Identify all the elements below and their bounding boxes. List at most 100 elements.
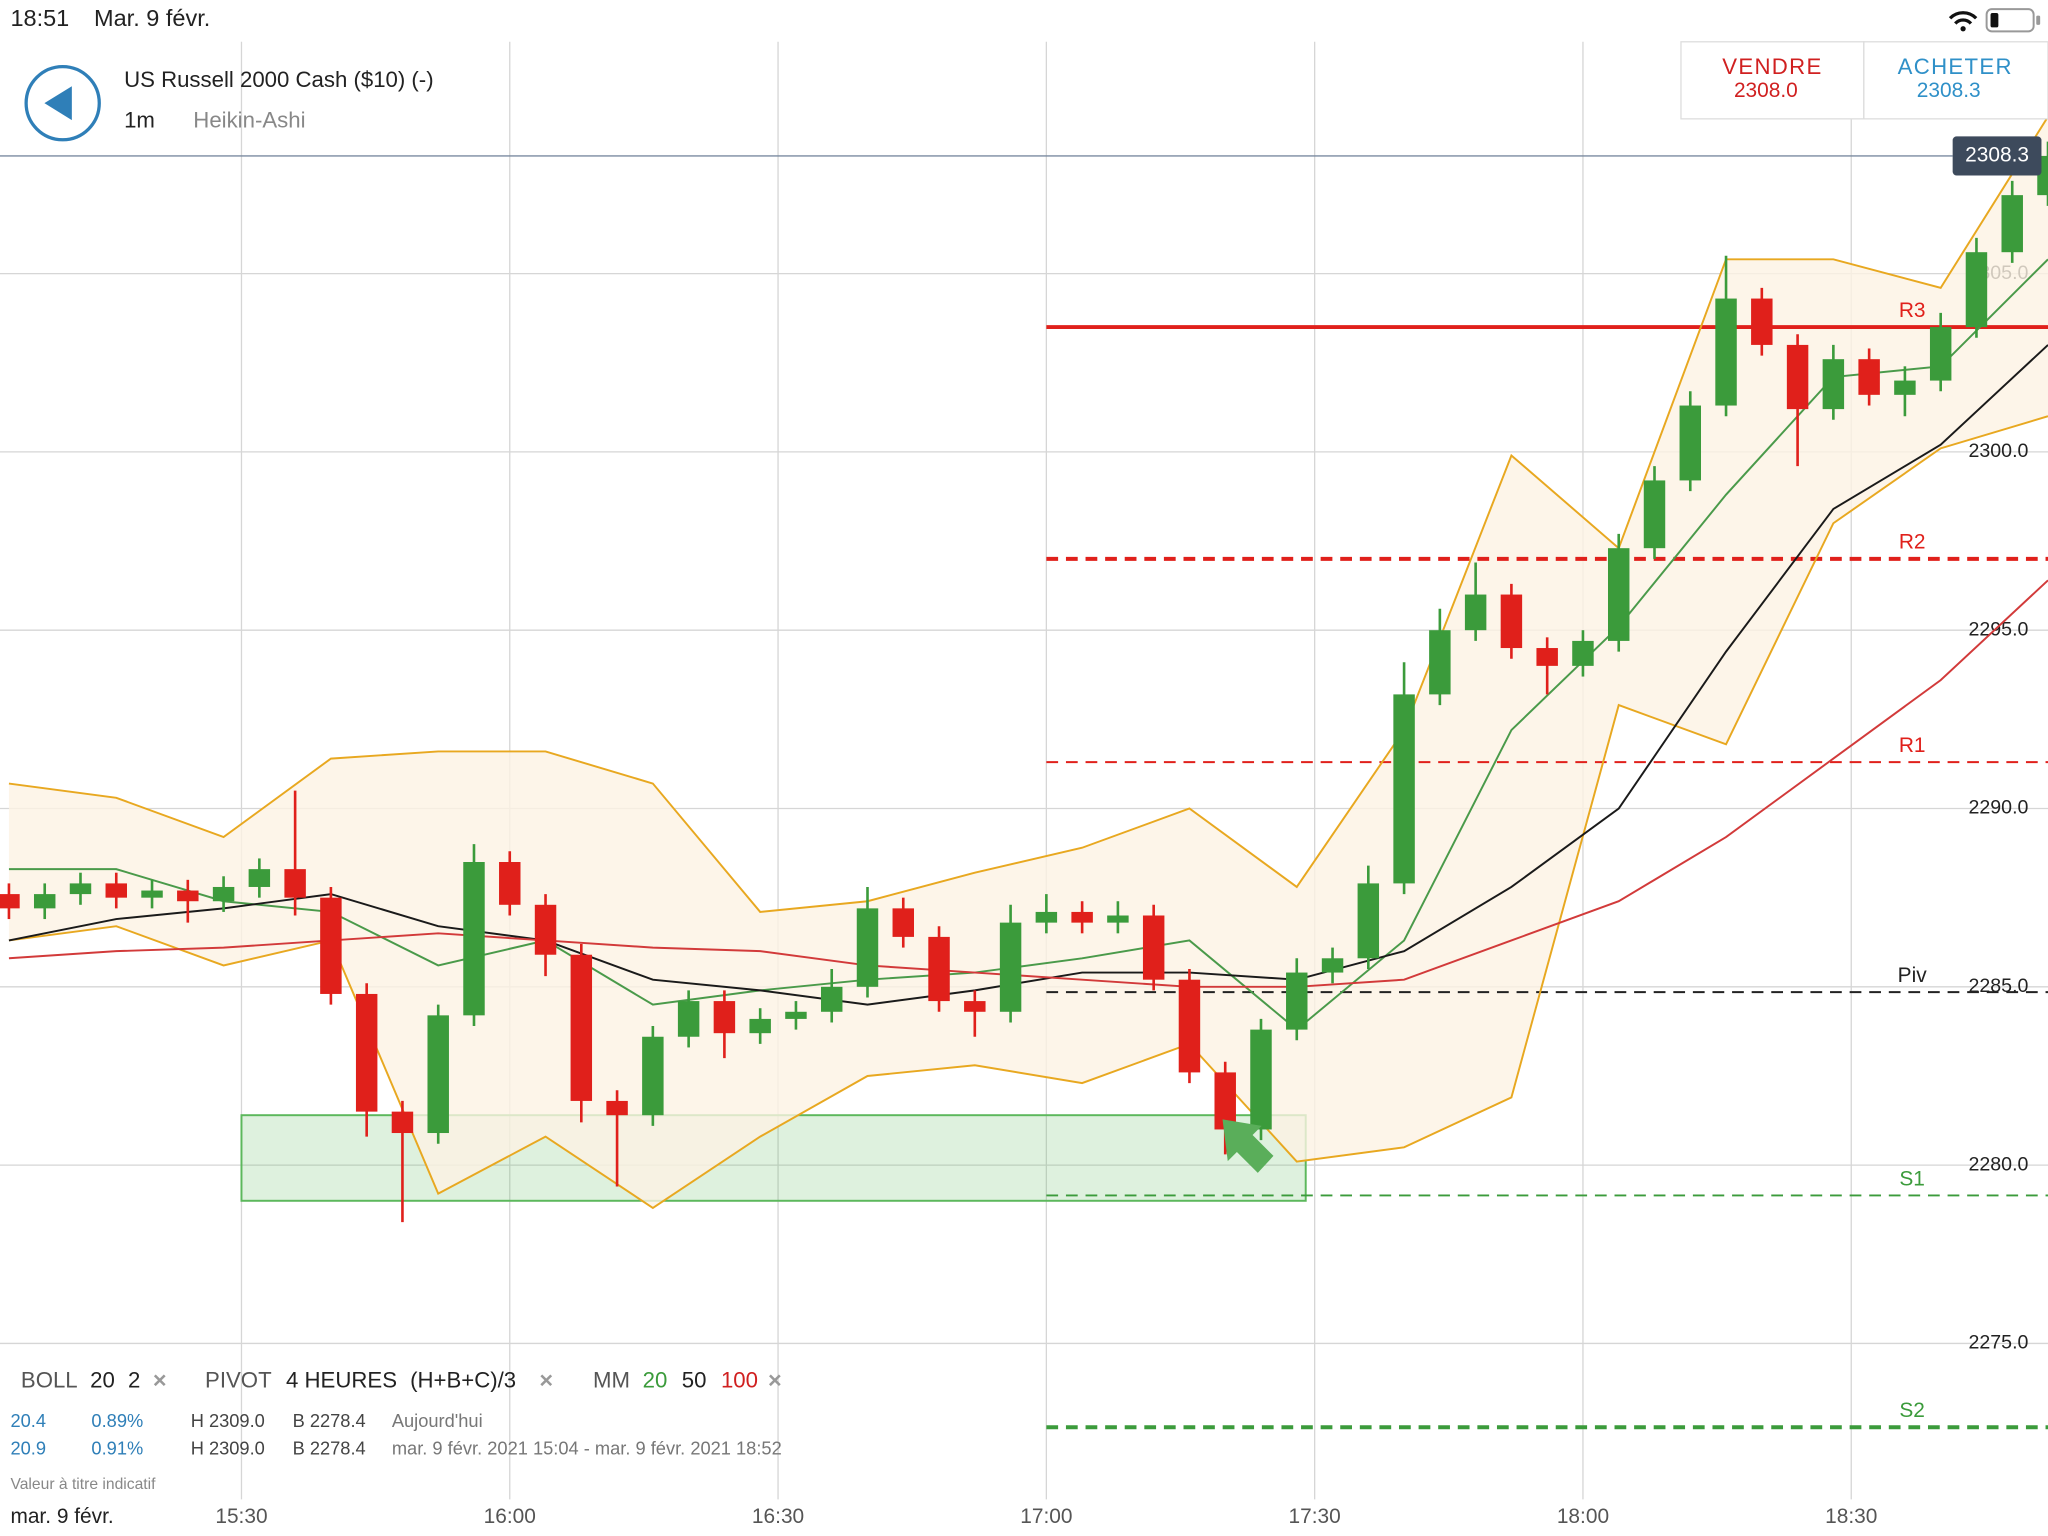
info-rows: 20.4 0.89% H 2309.0 B 2278.4 Aujourd'hui… [10, 1410, 781, 1493]
indicator-line [8, 579, 2048, 988]
instrument-name: US Russell 2000 Cash ($10) (-) [124, 67, 434, 92]
remove-pivot[interactable]: × [539, 1367, 553, 1393]
candle-body [248, 869, 271, 887]
x-tick-label: 17:30 [1289, 1505, 1341, 1528]
bollinger-band-fill [8, 116, 2048, 1208]
y-tick-label: 2295.0 [1969, 618, 2029, 640]
buy-price: 2308.3 [1917, 79, 1981, 102]
candle-body [1035, 911, 1058, 923]
candle-body [1894, 380, 1916, 395]
info-value: 20.4 [10, 1410, 46, 1431]
x-tick-label: 17:00 [1020, 1505, 1072, 1528]
mm-period: 100 [721, 1368, 758, 1393]
mm-label: MM [593, 1368, 630, 1393]
candle-body [1500, 594, 1523, 649]
remove-mm[interactable]: × [768, 1367, 782, 1393]
candle-body [1786, 344, 1809, 410]
candle-body [892, 908, 914, 937]
mm-period: 20 [643, 1368, 668, 1393]
candle-body [820, 986, 843, 1012]
candle-body [1107, 915, 1129, 923]
back-button[interactable] [24, 64, 101, 142]
sell-button[interactable]: VENDRE 2308.0 [1680, 41, 1865, 120]
candle-body [2037, 155, 2048, 196]
candle-body [999, 922, 1022, 1012]
candle-body [463, 862, 485, 1016]
indicator-line [8, 415, 2048, 1210]
candle-body [355, 993, 378, 1112]
candle-body [2001, 195, 2023, 253]
x-tick-label: 18:00 [1557, 1505, 1609, 1528]
last-price-label: 2308.3 [1965, 143, 2029, 166]
candle-body [785, 1011, 807, 1019]
candle-body [749, 1018, 771, 1034]
pivot-label: R2 [1899, 531, 1926, 554]
candle-body [1679, 405, 1702, 481]
candle-body [212, 886, 235, 902]
candle-body [0, 894, 20, 909]
plot-layer: 2275.02280.02285.02290.02295.02300.02305… [0, 116, 2048, 1528]
info-low: B 2278.4 [293, 1410, 366, 1431]
candle-body [284, 869, 306, 898]
boll-deviation: 2 [128, 1368, 140, 1393]
candle-body [964, 1001, 986, 1012]
candle-body [177, 890, 199, 902]
candle-body [677, 1001, 700, 1037]
candle-body [33, 894, 56, 909]
candle-body [105, 883, 127, 898]
candle-body [141, 890, 163, 898]
candle-body [534, 904, 557, 955]
date-label: mar. 9 févr. [10, 1505, 113, 1528]
buy-button[interactable]: ACHETER 2308.3 [1863, 41, 2048, 120]
pivot-label: Piv [1898, 964, 1928, 987]
pivot-label: R1 [1899, 734, 1926, 757]
candle-body [928, 936, 950, 1002]
candle-body [1214, 1072, 1236, 1130]
y-tick-label: 2300.0 [1969, 440, 2029, 462]
mm-period: 50 [682, 1368, 707, 1393]
candle-body [391, 1111, 414, 1134]
candle-body [1178, 979, 1201, 1073]
remove-boll[interactable]: × [153, 1367, 167, 1393]
candle-body [1357, 883, 1380, 959]
info-value: 20.9 [10, 1438, 46, 1459]
candle-body [1321, 958, 1344, 973]
candle-body [1929, 327, 1952, 381]
indicator-line [8, 116, 2048, 913]
x-tick-label: 15:30 [215, 1505, 267, 1528]
pivot-label: PIVOT [205, 1368, 272, 1393]
info-period: mar. 9 févr. 2021 15:04 - mar. 9 févr. 2… [392, 1438, 782, 1459]
sell-label: VENDRE [1722, 54, 1822, 79]
candle-body [1393, 694, 1415, 884]
y-tick-label: 2275.0 [1969, 1332, 2029, 1354]
info-percent: 0.89% [91, 1410, 143, 1431]
disclaimer: Valeur à titre indicatif [10, 1476, 156, 1493]
candle-body [1965, 252, 1988, 328]
candle-body [1572, 640, 1594, 666]
candle-body [570, 954, 593, 1101]
y-tick-label: 2285.0 [1969, 975, 2029, 997]
sell-price: 2308.0 [1734, 79, 1798, 102]
boll-label: BOLL [21, 1368, 78, 1393]
pivot-period: 4 HEURES [286, 1368, 397, 1393]
info-high: H 2309.0 [191, 1410, 265, 1431]
x-tick-label: 18:30 [1825, 1505, 1877, 1528]
indicator-legend: BOLL 20 2 × PIVOT 4 HEURES (H+B+C)/3 × M… [21, 1367, 782, 1393]
candle-body [1429, 630, 1451, 695]
indicator-line [8, 344, 2048, 1006]
pivot-formula: (H+B+C)/3 [410, 1368, 516, 1393]
candle-body [856, 908, 879, 987]
candle-body [69, 883, 92, 895]
y-tick-label: 2290.0 [1969, 797, 2029, 819]
status-date: Mar. 9 févr. [94, 5, 210, 31]
boll-period: 20 [90, 1368, 115, 1393]
timeframe: 1m [124, 107, 155, 132]
x-tick-label: 16:00 [484, 1505, 536, 1528]
candle-body [1643, 480, 1666, 549]
info-high: H 2309.0 [191, 1438, 265, 1459]
candle-body [427, 1015, 449, 1134]
status-time: 18:51 [10, 5, 69, 31]
buy-label: ACHETER [1898, 54, 2013, 79]
